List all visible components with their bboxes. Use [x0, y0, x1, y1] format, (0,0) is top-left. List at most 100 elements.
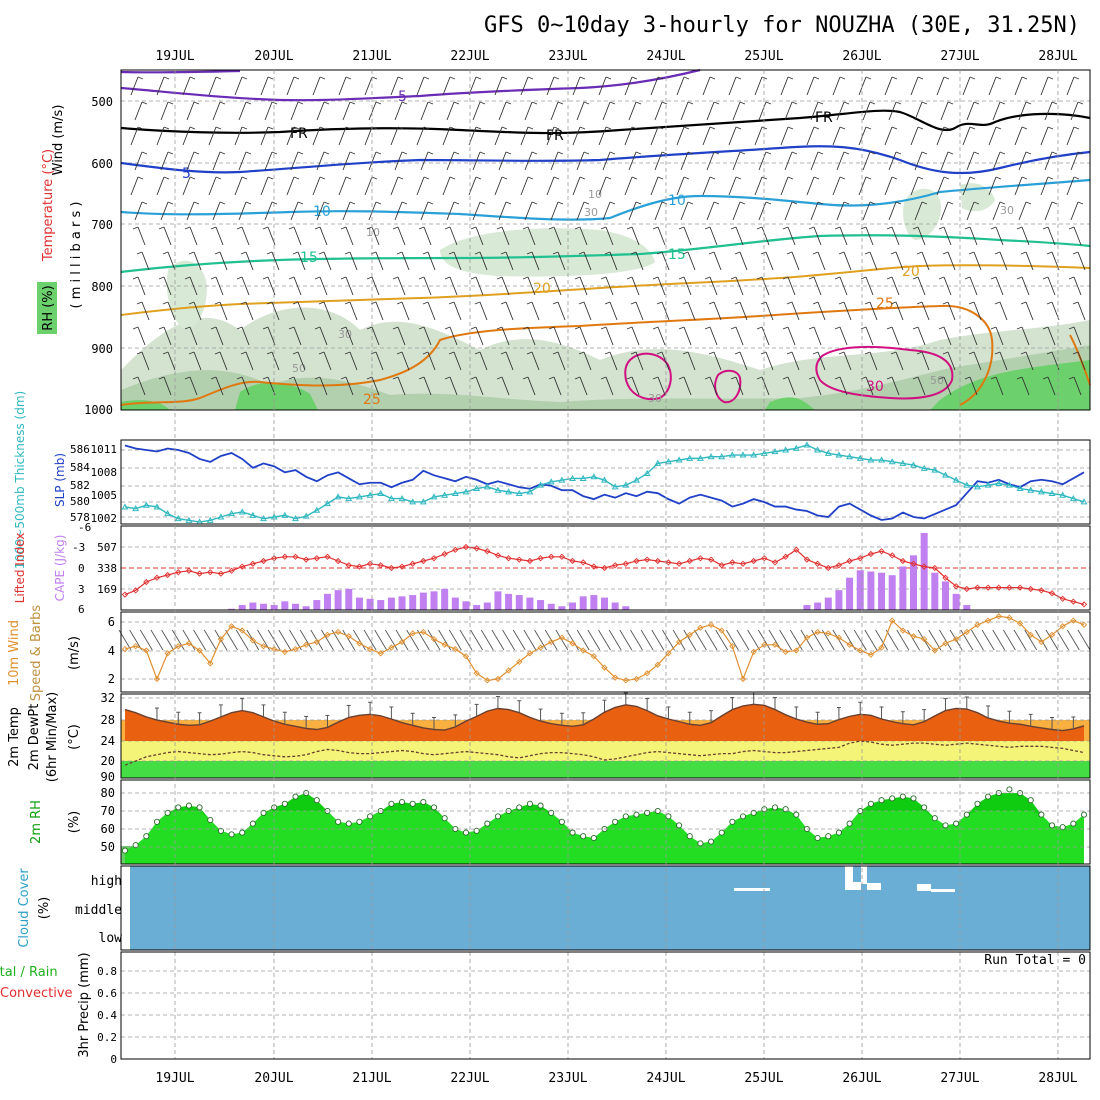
upper-wind-barb: [1014, 76, 1023, 96]
lifted-index-point: [590, 563, 597, 570]
wind10m-barb: [480, 629, 494, 651]
upper-wind-barb: [494, 176, 503, 196]
upper-wind-barb-tick: [661, 101, 668, 105]
upper-wind-barb-tick: [553, 176, 560, 180]
upper-wind-barb: [683, 276, 692, 296]
wind10m-point: [1059, 623, 1066, 630]
ylabel-rh: RH (%): [41, 285, 56, 330]
upper-wind-barb: [1018, 201, 1027, 221]
cape-bar: [846, 577, 854, 610]
upper-wind-barb-tick: [687, 101, 694, 105]
upper-wind-barb-tick: [704, 276, 711, 280]
upper-wind-barb-tick: [999, 101, 1006, 105]
contour-label-15-left: 15: [300, 250, 318, 266]
wind10m-panel: 6 4 2 10m Wind Speed & Barbs (m/s): [7, 605, 1091, 701]
wind10m-point: [228, 623, 235, 630]
upper-wind-barb: [572, 76, 581, 96]
upper-wind-barb-tick: [1068, 226, 1075, 230]
wind10m-point: [175, 643, 182, 650]
upper-wind-barb: [895, 301, 904, 321]
wind10m-barb: [235, 629, 249, 651]
upper-wind-barb: [219, 251, 228, 271]
lifted-index-point: [217, 570, 225, 577]
cape-bar: [430, 591, 438, 610]
freezing-level-contour: [120, 109, 1091, 135]
upper-wind-barb: [943, 376, 952, 396]
upper-wind-barb: [193, 251, 202, 271]
upper-wind-barb-tick: [1016, 226, 1023, 230]
upper-wind-barb-tick: [921, 101, 928, 105]
wind10m-barb: [278, 629, 292, 651]
upper-wind-barb-tick: [423, 126, 430, 130]
lifted-index-point: [313, 555, 320, 562]
lifted-index-point: [398, 563, 406, 570]
upper-wind-barb: [264, 201, 273, 221]
upper-wind-barb: [1077, 251, 1086, 271]
upper-wind-barb: [371, 326, 380, 346]
wind10m-barb: [768, 629, 782, 651]
ylabel-lifted-index: Lifted Index: [13, 533, 27, 604]
upper-wind-barb-tick: [973, 201, 980, 205]
upper-wind-barb-tick: [574, 376, 581, 380]
upper-wind-barb-tick: [943, 126, 950, 130]
wind10m-barb: [203, 629, 217, 651]
upper-wind-barb-tick: [266, 351, 273, 355]
upper-wind-barb: [884, 76, 893, 96]
upper-wind-barb-tick: [240, 351, 247, 355]
temp-tick-32: 32: [101, 691, 115, 705]
upper-wind-barb: [319, 376, 328, 396]
upper-wind-barb-tick: [371, 176, 378, 180]
upper-wind-barb: [579, 226, 588, 246]
slp-thickness-panel: 586 584 582 580 578 1011 1008 1005 1002 …: [13, 391, 1091, 569]
upper-wind-barb-tick: [734, 301, 741, 305]
upper-wind-barb-tick: [890, 351, 897, 355]
thickness-tick-584: 584: [70, 461, 90, 474]
precip-y-ticks: 0.8 0.6 0.4 0.2 0: [97, 965, 117, 1066]
wind10m-point: [409, 630, 416, 637]
upper-wind-barb: [628, 101, 637, 121]
lifted-index-point: [601, 564, 608, 572]
upper-wind-barb-tick: [990, 326, 997, 330]
upper-wind-barb: [787, 276, 796, 296]
cloud-level-high: high: [91, 874, 122, 889]
upper-wind-barb: [208, 126, 217, 146]
thickness-point: [846, 453, 854, 460]
upper-wind-barb-tick: [531, 151, 538, 155]
upper-wind-barb-tick: [1020, 301, 1027, 305]
rh-point: [430, 804, 438, 811]
thickness-point: [920, 464, 928, 471]
cloud-gaps: [734, 866, 955, 892]
upper-wind-barb: [758, 151, 767, 171]
upper-wind-barb: [732, 151, 741, 171]
wind10m-barb: [864, 629, 878, 651]
upper-wind-barb-tick: [210, 276, 217, 280]
upper-air-panel: 5 FR 5 10 15 20 25 30 10 15 20 25 FR FR …: [37, 68, 1091, 417]
wind10m-barb: [971, 629, 984, 651]
cape-bar: [867, 571, 875, 610]
wind10m-point: [793, 647, 800, 654]
upper-wind-barb: [713, 301, 722, 321]
upper-wind-barb-tick: [969, 76, 976, 80]
cape-bar: [387, 597, 395, 610]
upper-wind-barb: [683, 326, 692, 346]
upper-wind-barb: [995, 376, 1004, 396]
upper-wind-barb-tick: [990, 376, 997, 380]
thickness-point: [281, 511, 289, 518]
wind10m-point: [249, 637, 257, 644]
lifted-index-point: [207, 569, 214, 576]
wind10m-point: [995, 613, 1002, 620]
upper-wind-barb-tick: [219, 101, 226, 105]
wind10m-barb: [1013, 629, 1027, 651]
upper-wind-barb: [167, 301, 176, 321]
upper-wind-barb: [680, 101, 689, 121]
upper-wind-barb: [219, 301, 228, 321]
upper-wind-barb-tick: [657, 126, 664, 130]
wind10m-barb: [683, 629, 697, 651]
upper-wind-barb: [810, 201, 819, 221]
wind10m-point: [931, 647, 938, 654]
upper-wind-barb: [579, 276, 588, 296]
thickness-tick-582: 582: [70, 479, 90, 492]
upper-wind-barb: [130, 76, 139, 96]
upper-wind-barb: [1070, 101, 1079, 121]
thickness-point: [302, 512, 310, 519]
